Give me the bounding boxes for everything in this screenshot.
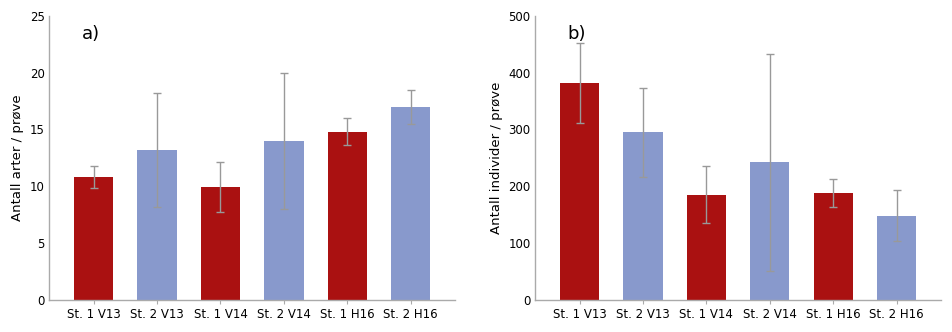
Bar bbox=[686, 195, 726, 299]
Bar bbox=[201, 187, 240, 299]
Text: a): a) bbox=[82, 25, 100, 42]
Bar bbox=[877, 216, 916, 299]
Y-axis label: Antall arter / prøve: Antall arter / prøve bbox=[11, 95, 24, 221]
Bar bbox=[137, 150, 177, 299]
Bar bbox=[624, 132, 663, 299]
Bar bbox=[750, 162, 789, 299]
Y-axis label: Antall individer / prøve: Antall individer / prøve bbox=[489, 82, 503, 234]
Bar bbox=[814, 193, 853, 299]
Bar bbox=[391, 107, 430, 299]
Text: b): b) bbox=[567, 25, 586, 42]
Bar bbox=[265, 141, 304, 299]
Bar bbox=[327, 132, 367, 299]
Bar bbox=[560, 83, 600, 299]
Bar bbox=[74, 177, 113, 299]
